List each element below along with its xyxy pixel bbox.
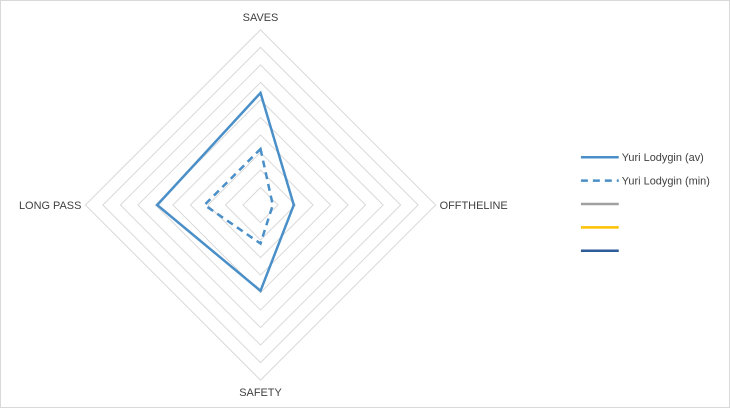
- series-line-1: [202, 146, 275, 246]
- grid-ring: [154, 99, 367, 311]
- legend-label-1: Yuri Lodygin (min): [622, 176, 710, 188]
- legend: Yuri Lodygin (av) Yuri Lodygin (min): [580, 152, 710, 253]
- axis-label-2: SAFETY: [239, 387, 282, 399]
- grid-ring: [102, 46, 419, 364]
- grid-ring: [172, 116, 349, 294]
- grid-ring: [224, 169, 297, 241]
- legend-label-0: Yuri Lodygin (av): [622, 152, 704, 164]
- series-line-0: [155, 90, 296, 293]
- grid-ring: [242, 186, 279, 224]
- grid-ring: [84, 29, 437, 381]
- radar-series: [155, 90, 296, 293]
- axis-label-3: LONG PASS: [19, 200, 81, 212]
- grid-ring: [189, 134, 332, 276]
- axis-label-1: OFFTHELINE: [440, 200, 508, 212]
- axis-label-0: SAVES: [243, 12, 279, 24]
- radar-grid: [84, 29, 437, 381]
- grid-ring: [137, 81, 384, 329]
- grid-ring: [207, 151, 314, 259]
- axis-labels: SAVES OFFTHELINE SAFETY LONG PASS: [19, 12, 508, 399]
- grid-ring: [119, 64, 402, 346]
